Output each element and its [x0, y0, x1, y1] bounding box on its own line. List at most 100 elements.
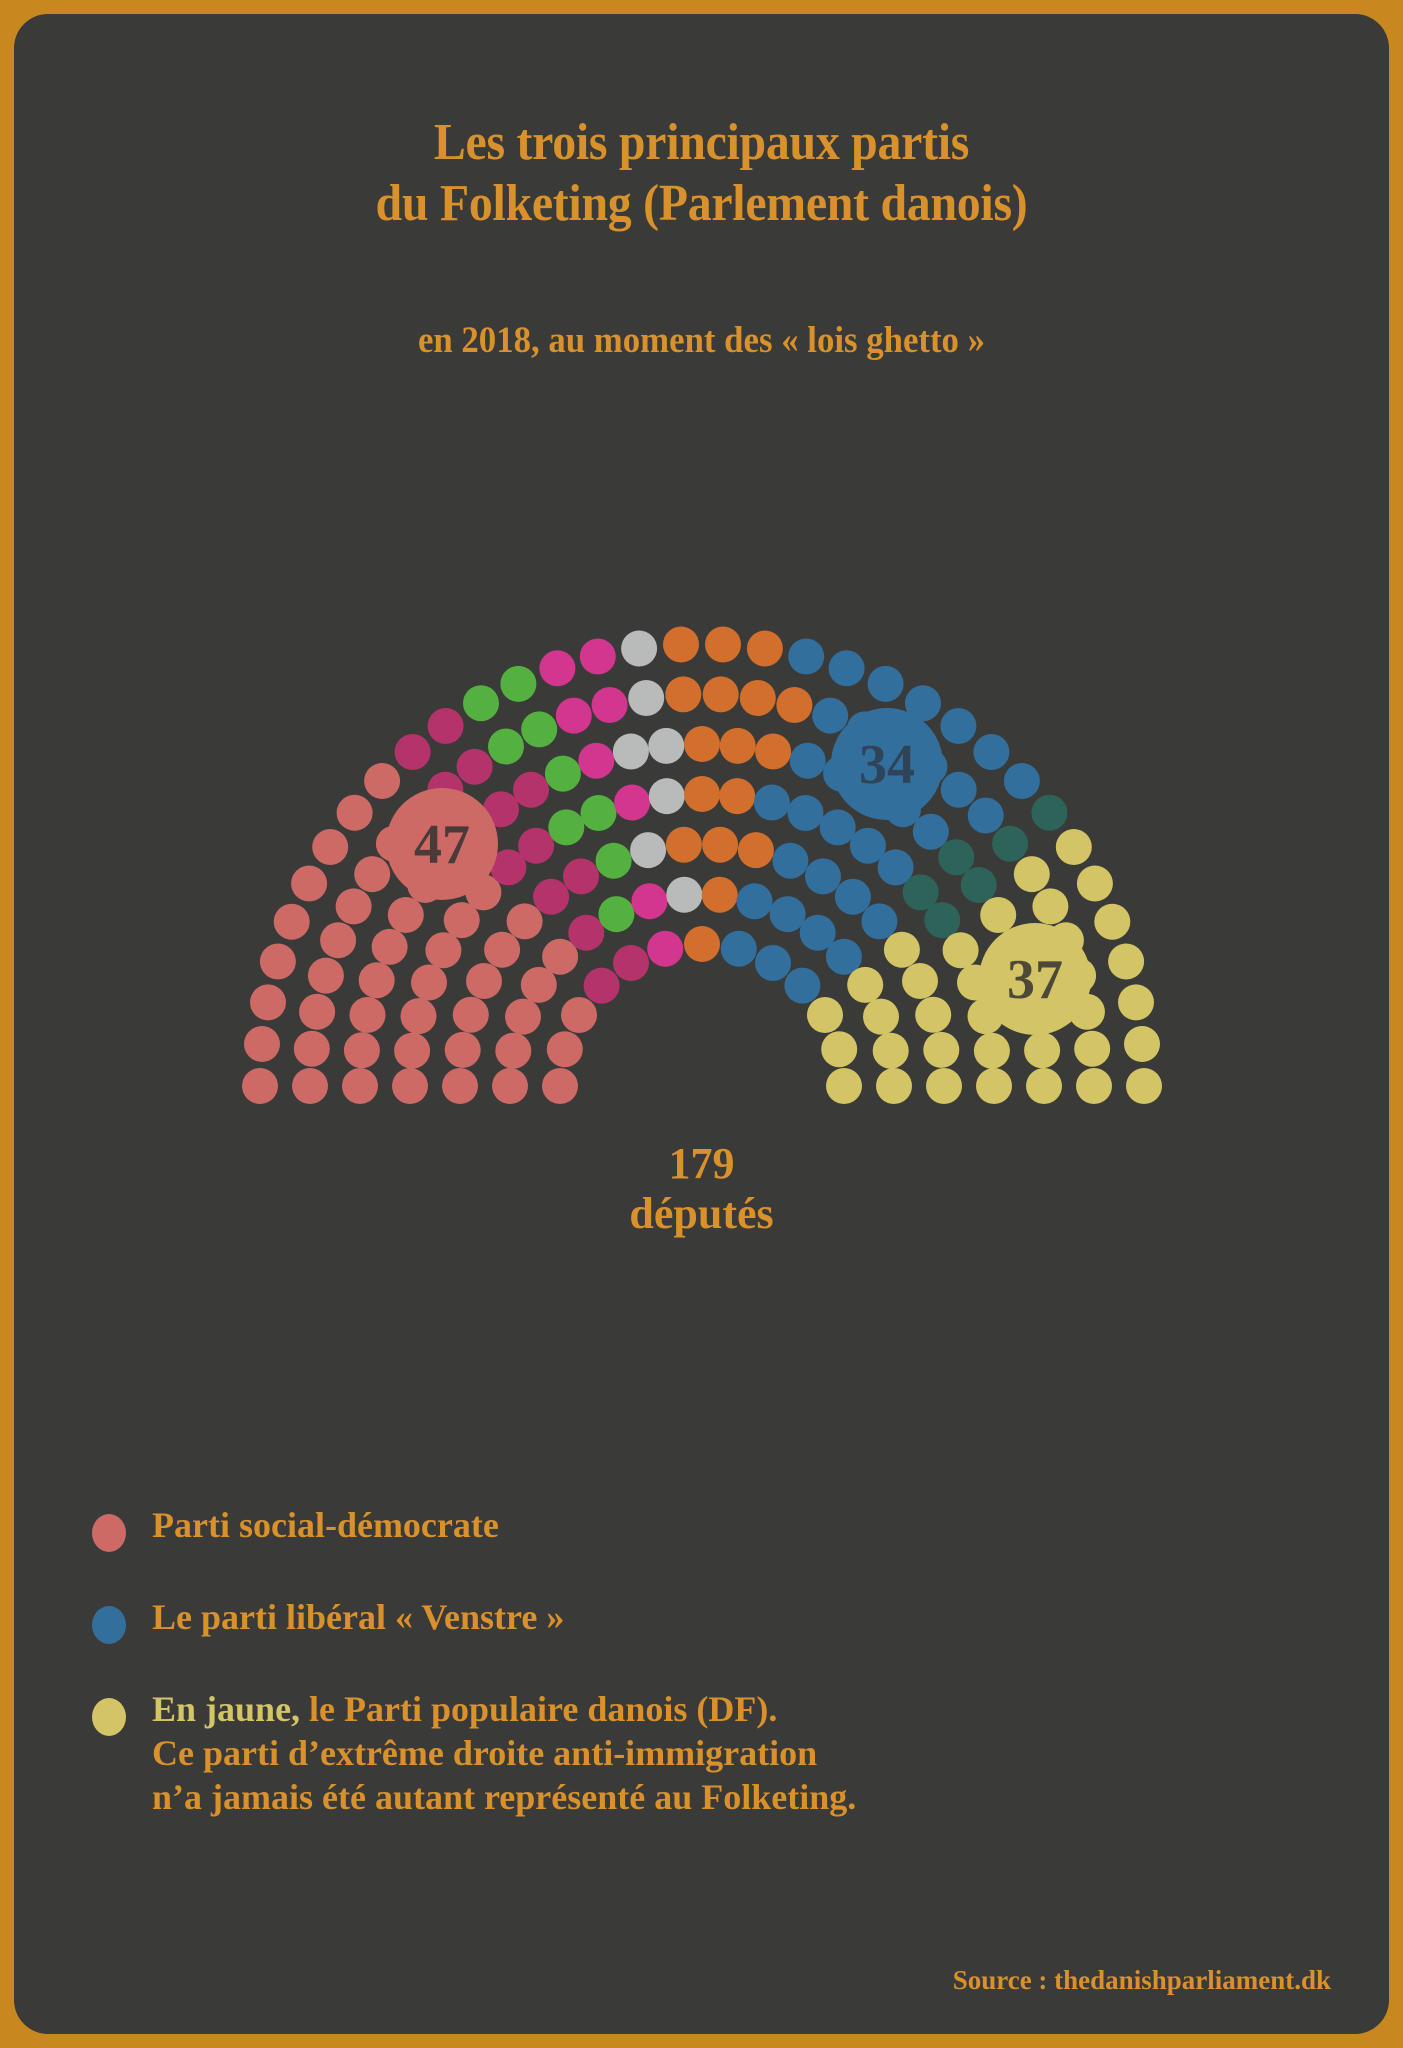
seat-dot	[718, 778, 755, 815]
seat-dot	[883, 931, 920, 968]
seat-dot	[702, 676, 739, 713]
seat-dot	[1073, 1030, 1110, 1067]
seat-dot	[973, 1032, 1010, 1069]
legend-label-social-democrate: Parti social-démocrate	[152, 1504, 499, 1548]
seat-dot	[939, 708, 976, 744]
seat-dot	[538, 650, 575, 687]
hemicycle-svg: 47 34 37	[241, 626, 1162, 1104]
callout-df: 37	[978, 923, 1091, 1035]
seat-dot	[579, 638, 616, 675]
seat-dot	[701, 876, 738, 913]
title-line-1: Les trois principaux partis	[433, 114, 970, 171]
callout-social-democrate: 47	[385, 788, 498, 900]
callout-value: 34	[859, 734, 915, 796]
seat-dot	[828, 650, 865, 687]
legend-dot-social-democrate	[92, 1514, 126, 1552]
seat-dot	[972, 734, 1009, 770]
seat-dot	[754, 733, 791, 770]
seat-dot	[465, 963, 502, 999]
seat-dot	[922, 1031, 959, 1068]
seat-dot	[290, 865, 327, 902]
seat-dot	[371, 928, 408, 965]
seat-dot	[1125, 1068, 1162, 1104]
seat-dot	[424, 932, 461, 969]
seat-dot	[979, 897, 1016, 933]
seat-dot	[1013, 856, 1050, 893]
seat-dot	[567, 914, 604, 951]
page-subtitle: en 2018, au moment des « lois ghetto »	[417, 320, 986, 361]
callout-circle	[830, 708, 943, 820]
seat-dot	[1117, 984, 1154, 1021]
seat-dot	[319, 922, 356, 959]
seat-dot	[577, 742, 614, 779]
seat-dot	[804, 858, 841, 895]
legend-item-social-democrate[interactable]: Parti social-démocrate	[92, 1504, 1292, 1552]
seat-dot	[391, 1068, 428, 1104]
legend-label-df: En jaune, le Parti populaire danois (DF)…	[152, 1688, 856, 1820]
seat-dot	[517, 827, 554, 864]
seat-dot	[307, 957, 344, 994]
legend-dot-venstre	[92, 1606, 126, 1644]
seat-dot	[243, 1026, 280, 1062]
seat-dot	[393, 1032, 430, 1069]
seat-dot	[562, 858, 599, 895]
seat-dot	[580, 795, 616, 831]
seat-dot	[737, 832, 774, 869]
legend-item-venstre[interactable]: Le parti libéral « Venstre »	[92, 1596, 1292, 1644]
seat-dot	[483, 931, 520, 968]
seat-dot	[902, 874, 939, 911]
seat-dot	[363, 763, 400, 799]
legend: Parti social-démocrate Le parti libéral …	[92, 1504, 1292, 1864]
seat-dot	[753, 784, 790, 821]
seat-dot	[400, 998, 436, 1035]
seat-dot	[494, 1032, 531, 1069]
seat-dot	[343, 1032, 380, 1069]
seat-dot	[512, 771, 549, 808]
legend-item-df[interactable]: En jaune, le Parti populaire danois (DF)…	[92, 1688, 1292, 1820]
seat-dot	[937, 839, 974, 876]
seat-dot	[867, 665, 904, 702]
seat-dot	[427, 708, 464, 744]
seat-dot	[846, 966, 883, 1003]
seat-dot	[1075, 1068, 1112, 1104]
seat-dot	[620, 630, 657, 667]
legend-line-rest: le Parti populaire danois (DF).	[300, 1689, 778, 1729]
seat-dot	[546, 1031, 583, 1068]
seat-dot	[769, 896, 806, 933]
seat-dot	[612, 733, 649, 770]
seat-dot	[960, 867, 997, 903]
legend-emphasis-en-jaune: En jaune,	[152, 1689, 301, 1729]
hemicycle-chart: 47 34 37	[14, 594, 1389, 1254]
seat-dot	[739, 680, 776, 716]
seat-dot	[520, 966, 557, 1003]
seat-dot	[646, 930, 683, 967]
legend-line: En jaune, le Parti populaire danois (DF)…	[152, 1688, 856, 1732]
callout-circle	[385, 788, 498, 900]
seat-dot	[555, 697, 592, 734]
seat-dot	[544, 755, 581, 792]
seat-dot	[704, 626, 741, 663]
seat-dot	[335, 888, 372, 925]
seat-dot	[683, 776, 720, 812]
seat-dot	[532, 878, 569, 915]
seat-dot	[912, 813, 949, 850]
seat-dot	[456, 748, 493, 785]
seat-dot	[923, 902, 960, 939]
seat-dot	[860, 903, 897, 940]
infographic-frame: Les trois principaux partis du Folketing…	[14, 14, 1389, 2034]
seat-dot	[410, 964, 447, 1001]
seat-dot	[811, 697, 848, 734]
legend-line: Le parti libéral « Venstre »	[152, 1597, 565, 1637]
seat-dot	[394, 734, 431, 770]
callout-value: 47	[414, 814, 470, 876]
seat-dot	[541, 1068, 578, 1104]
seat-dot	[1030, 794, 1067, 831]
seat-dot	[491, 1068, 528, 1104]
seat-dot	[629, 832, 666, 869]
callout-venstre: 34	[830, 708, 943, 820]
legend-dot-df	[92, 1698, 126, 1736]
seat-dot	[462, 685, 499, 722]
callout-value: 37	[1007, 949, 1063, 1011]
seat-dot	[787, 638, 824, 675]
seat-dot	[506, 903, 543, 940]
